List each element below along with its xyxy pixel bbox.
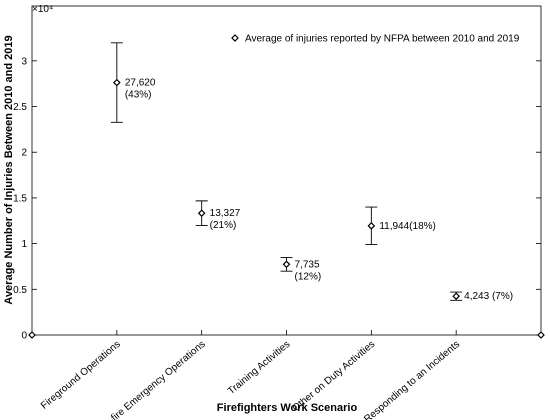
data-label-line: 4,243 (7%)	[464, 291, 513, 302]
y-tick-label: 3	[21, 56, 27, 67]
y-tick-label: 2	[21, 148, 27, 159]
legend-marker	[231, 34, 239, 42]
y-tick-label: 1	[21, 239, 27, 250]
y-multiplier: ×10⁴	[32, 4, 53, 15]
data-label: 27,620 (43%)	[125, 78, 156, 101]
data-point	[452, 292, 461, 301]
data-point	[28, 331, 36, 339]
data-label: 7,735 (12%)	[295, 259, 322, 282]
x-tick-label: Fireground Operations	[39, 339, 123, 412]
x-axis-label: Firefighters Work Scenario	[217, 402, 358, 414]
data-label-line: (43%)	[125, 90, 152, 101]
plot-frame	[31, 5, 542, 336]
y-tick-label: 0.5	[13, 285, 27, 296]
data-label-line: (12%)	[295, 271, 322, 282]
data-label-line: (21%)	[210, 220, 237, 231]
data-point	[197, 209, 206, 218]
data-point	[282, 260, 291, 269]
y-axis-label: Average Number of Injuries Between 2010 …	[3, 35, 15, 304]
data-label: 4,243 (7%)	[464, 291, 513, 302]
data-label: 11,944(18%)	[379, 221, 436, 232]
data-point	[367, 221, 376, 230]
legend-label: Average of injuries reported by NFPA bet…	[245, 34, 520, 45]
data-point	[537, 331, 545, 339]
data-point	[112, 78, 121, 87]
data-label-line: 11,944(18%)	[379, 221, 436, 232]
data-label-line: 27,620	[125, 78, 156, 89]
data-label-line: 7,735	[295, 259, 320, 270]
data-label-line: 13,327	[210, 208, 241, 219]
y-tick-label: 2.5	[13, 102, 27, 113]
x-tick-label: Training Activities	[226, 339, 292, 397]
y-tick-label: 1.5	[13, 193, 27, 204]
x-tick-label: Responding to an Incidents	[362, 339, 462, 420]
data-label: 13,327 (21%)	[210, 208, 241, 231]
y-tick-label: 0	[21, 331, 27, 342]
